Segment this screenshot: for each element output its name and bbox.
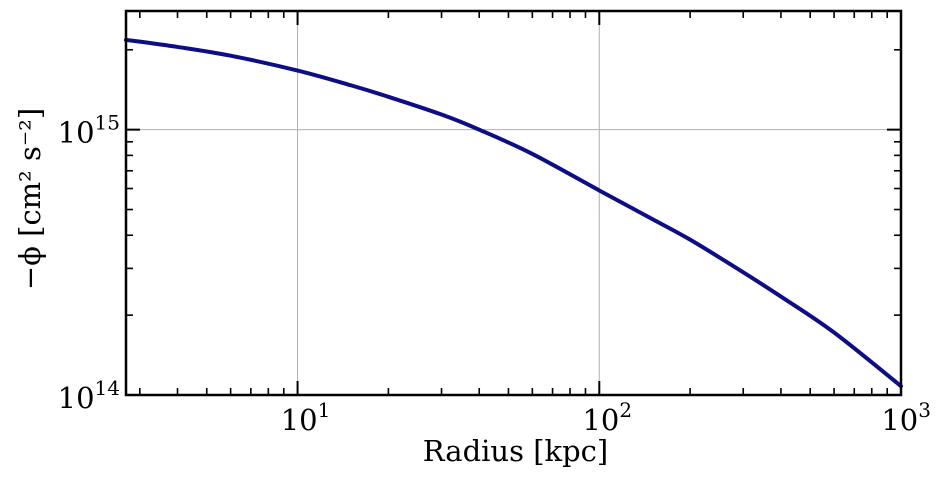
x-tick-label-base: 10: [281, 403, 318, 437]
x-tick-labels: 101 102 103: [281, 398, 931, 437]
y-tick-label: 1014: [58, 376, 120, 415]
x-tick-label-exponent: 2: [619, 398, 632, 422]
y-tick-label-exponent: 15: [95, 111, 120, 135]
x-tick-label-exponent: 1: [318, 398, 331, 422]
x-tick-label-base: 10: [582, 403, 619, 437]
y-tick-label-base: 10: [58, 116, 95, 150]
x-tick-label: 103: [881, 398, 931, 437]
x-tick-label: 102: [582, 398, 632, 437]
x-axis-label: Radius [kpc]: [423, 434, 608, 468]
x-tick-label: 101: [281, 398, 331, 437]
y-tick-label: 1015: [58, 111, 120, 150]
x-tick-label-base: 10: [881, 403, 918, 437]
x-tick-label-exponent: 3: [918, 398, 931, 422]
series-line: [124, 37, 903, 389]
y-tick-label-exponent: 14: [95, 376, 120, 400]
y-axis-label: −ϕ [cm² s⁻²]: [13, 108, 47, 290]
series-layer: [124, 37, 903, 389]
plot-frame: [124, 9, 903, 397]
y-tick-label-base: 10: [58, 381, 95, 415]
